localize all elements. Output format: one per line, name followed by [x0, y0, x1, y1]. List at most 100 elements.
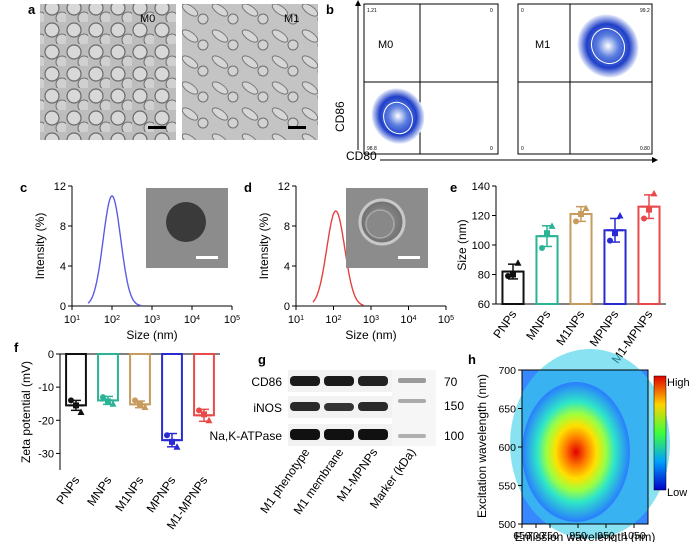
- bar: [129, 353, 151, 406]
- size-distribution-line: [312, 210, 364, 306]
- y-tick-label: 80: [478, 270, 490, 282]
- x-tick-label: 105: [438, 314, 454, 326]
- category-label: PNPs: [490, 308, 519, 341]
- y-tick-label: -10: [38, 382, 54, 394]
- y-tick-label: 4: [284, 261, 290, 273]
- scale-bar: [196, 256, 218, 259]
- blot-row-label: iNOS: [253, 401, 282, 415]
- y-tick-label: 550: [498, 481, 516, 493]
- flow-x-arrowhead: [652, 157, 658, 163]
- y-tick-label: -30: [38, 448, 54, 460]
- data-point: [205, 416, 213, 424]
- data-point: [77, 408, 85, 415]
- bar: [97, 353, 119, 402]
- x-tick-label: 102: [325, 314, 341, 326]
- micrograph-m1: [182, 4, 318, 140]
- colorbar: [653, 375, 667, 491]
- x-tick-label: 101: [64, 314, 80, 326]
- tem-particle-core: [365, 209, 395, 239]
- x-tick-label: 850: [569, 530, 587, 542]
- y-axis-label: Intensity (%): [33, 213, 47, 280]
- data-point: [173, 443, 181, 450]
- bar: [569, 213, 593, 305]
- category-label: M1NPs: [553, 308, 587, 348]
- dls-chart-m1mpnps: 0 4 8 12 101 102 103 104 105 Size (nm) Intensity (…: [257, 181, 454, 342]
- blot-row-label: CD86: [251, 375, 282, 389]
- panel-label-a: a: [28, 2, 36, 17]
- scale-bar: [398, 256, 420, 259]
- panel-label-h: h: [468, 352, 476, 367]
- y-axis-label: Size (nm): [455, 219, 469, 270]
- y-tick-label: 8: [60, 221, 66, 233]
- x-tick-label: 750: [541, 530, 559, 542]
- y-tick-label: 0: [284, 301, 290, 313]
- data-point: [164, 432, 170, 439]
- heatmap-y-axis-label: Excitation wavelength (nm): [475, 374, 489, 518]
- bar: [65, 353, 87, 407]
- excitation-emission-map: [510, 349, 670, 539]
- data-point: [539, 244, 545, 251]
- quadrant-value: 0.80: [640, 146, 650, 152]
- data-point: [105, 398, 111, 405]
- panel-label-c: c: [20, 180, 27, 195]
- data-point: [510, 271, 516, 278]
- blot-row-label: Na,K-ATPase: [210, 429, 283, 443]
- data-point: [607, 237, 613, 244]
- x-tick-label: 650: [513, 530, 531, 542]
- blot-mw-label: 70: [444, 375, 458, 389]
- quadrant-value: 0: [490, 146, 493, 152]
- data-point: [646, 206, 652, 213]
- data-point: [616, 212, 624, 219]
- tem-particle: [166, 202, 206, 242]
- data-point: [109, 400, 117, 407]
- y-tick-label: 60: [478, 299, 490, 311]
- x-tick-label: 103: [363, 314, 379, 326]
- flow-tag: M1: [535, 39, 550, 51]
- quadrant-value: 99.2: [640, 8, 650, 14]
- data-point: [548, 222, 556, 229]
- blot-mw-label: 150: [444, 399, 464, 413]
- y-axis-label: Intensity (%): [257, 213, 271, 280]
- x-axis-label: Size (nm): [345, 328, 396, 342]
- micrograph-m1-tag: M1: [284, 13, 299, 25]
- colorbar-low-label: Low: [667, 487, 687, 499]
- quadrant-value: 1.21: [367, 8, 377, 14]
- quadrant-value: 0: [521, 8, 524, 14]
- heatmap-x-axis-label: Emission wavelength (nm): [515, 530, 656, 542]
- data-point: [100, 394, 106, 401]
- quadrant-value: 0: [521, 146, 524, 152]
- western-blot: [288, 370, 436, 446]
- data-point: [132, 397, 138, 404]
- data-point: [650, 189, 658, 197]
- category-label: M1NPs: [112, 474, 146, 514]
- y-tick-label: 0: [48, 349, 54, 361]
- y-tick-label: 500: [498, 519, 516, 531]
- flow-y-axis-label: CD86: [333, 101, 347, 132]
- data-point: [544, 230, 550, 237]
- micrograph-m0-tag: M0: [140, 13, 155, 25]
- colorbar-high-label: High: [667, 377, 690, 389]
- y-axis-label: Zeta potential (mV): [19, 361, 33, 463]
- data-point: [505, 272, 511, 279]
- data-point: [137, 401, 143, 408]
- data-point: [612, 230, 618, 237]
- flow-x-axis-label: CD80: [346, 149, 377, 163]
- x-tick-label: 105: [224, 314, 240, 326]
- bar: [637, 205, 661, 305]
- y-tick-label: 700: [498, 365, 516, 377]
- y-tick-label: 0: [60, 301, 66, 313]
- y-tick-label: 4: [60, 261, 66, 273]
- data-point: [141, 403, 149, 411]
- y-tick-label: 600: [498, 442, 516, 454]
- panel-label-b: b: [326, 2, 334, 17]
- flow-tag: M0: [378, 39, 393, 51]
- category-label: MPNPs: [587, 308, 622, 349]
- scale-bar: [148, 126, 166, 129]
- x-tick-label: 1050: [622, 530, 646, 542]
- quadrant-value: 0: [490, 8, 493, 14]
- blot-mw-label: 100: [444, 429, 464, 443]
